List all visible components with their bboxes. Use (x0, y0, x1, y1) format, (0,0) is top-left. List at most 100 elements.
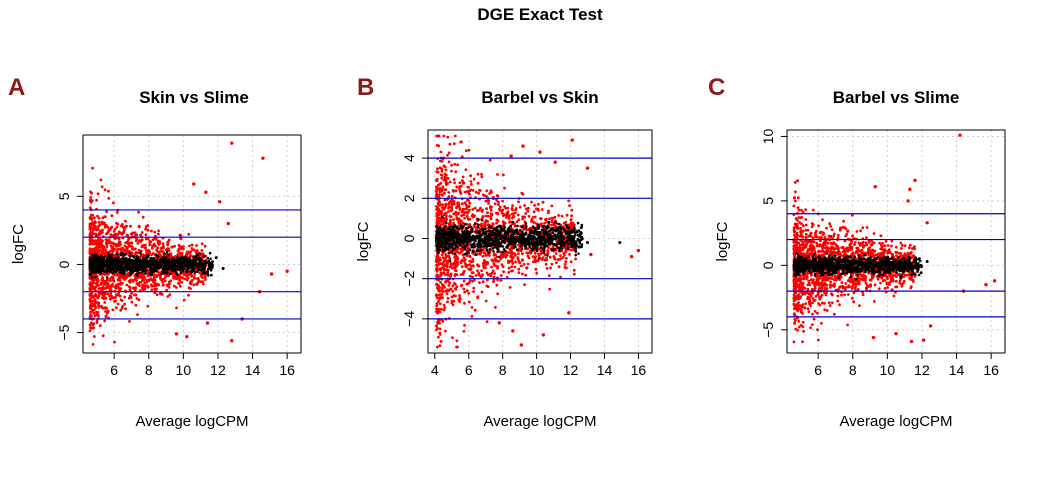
point-significant (93, 241, 97, 245)
point-significant (496, 292, 500, 296)
point-significant (195, 244, 199, 247)
point-significant (548, 255, 552, 259)
point-tail (209, 261, 213, 265)
point-nonsignificant (114, 266, 117, 270)
point-significant (136, 241, 140, 245)
point-significant (116, 293, 120, 297)
point-significant (188, 244, 191, 248)
point-nonsignificant (137, 271, 141, 275)
point-significant (95, 310, 98, 314)
point-significant (435, 212, 439, 215)
point-nonsignificant (105, 267, 108, 270)
point-significant (447, 210, 450, 213)
point-significant (442, 261, 445, 265)
point-significant (147, 279, 151, 283)
point-significant (182, 273, 186, 276)
point-significant (439, 273, 443, 277)
point-significant (119, 298, 123, 302)
point-significant (459, 261, 463, 265)
point-significant (524, 212, 528, 215)
point-significant (97, 220, 101, 224)
point-significant (115, 225, 119, 229)
point-significant (99, 223, 102, 226)
point-nonsignificant (206, 270, 209, 274)
point-significant (439, 302, 442, 306)
point-significant (96, 234, 99, 238)
point-nonsignificant (89, 260, 92, 264)
point-significant (445, 292, 449, 295)
point-significant (470, 306, 474, 309)
point-significant (505, 216, 508, 219)
point-significant (446, 153, 449, 157)
point-significant (150, 288, 154, 292)
point-nonsignificant (574, 248, 577, 252)
point-significant (169, 254, 173, 258)
point-significant (166, 295, 170, 298)
point-significant (456, 212, 460, 216)
point-significant (550, 223, 553, 227)
point-significant (458, 205, 461, 209)
point-significant (437, 288, 440, 291)
point-outlier (230, 339, 234, 343)
point-significant (100, 304, 103, 308)
point-significant (96, 227, 100, 231)
point-significant (152, 276, 156, 279)
point-significant (127, 279, 131, 283)
point-significant (456, 201, 459, 205)
point-significant (499, 274, 503, 277)
point-significant (569, 260, 573, 264)
point-significant (563, 266, 567, 269)
point-significant (152, 284, 156, 288)
scatter-points (88, 141, 289, 346)
point-significant (526, 262, 530, 266)
point-significant (477, 191, 480, 195)
point-nonsignificant (203, 262, 207, 266)
point-nonsignificant (115, 261, 118, 265)
point-significant (88, 206, 92, 210)
point-significant (479, 206, 482, 210)
point-significant (91, 281, 94, 284)
point-significant (560, 214, 564, 218)
point-significant (200, 242, 204, 246)
point-significant (439, 281, 442, 284)
point-significant (522, 262, 526, 266)
point-significant (195, 282, 198, 286)
point-significant (151, 279, 155, 283)
point-nonsignificant (128, 252, 132, 255)
point-significant (519, 264, 523, 268)
point-significant (453, 162, 457, 166)
point-significant (463, 201, 467, 205)
y-tick-label: −5 (56, 324, 72, 340)
point-nonsignificant (110, 254, 113, 258)
point-significant (444, 329, 447, 333)
point-significant (572, 268, 576, 272)
point-significant (117, 237, 121, 241)
point-nonsignificant (437, 251, 440, 255)
point-significant (504, 206, 508, 210)
point-significant (104, 310, 107, 313)
point-significant (146, 285, 150, 289)
point-significant (438, 331, 442, 335)
point-nonsignificant (94, 266, 98, 270)
point-significant (440, 193, 444, 197)
point-significant (478, 189, 482, 192)
point-significant (436, 345, 439, 349)
point-nonsignificant (195, 257, 198, 260)
point-nonsignificant (467, 226, 470, 229)
point-significant (442, 134, 446, 138)
point-nonsignificant (174, 259, 178, 263)
point-significant (97, 287, 101, 291)
point-significant (569, 222, 572, 226)
point-significant (135, 279, 138, 282)
scatter-points (435, 134, 641, 349)
point-significant (155, 293, 159, 297)
grid (83, 135, 301, 353)
point-nonsignificant (143, 258, 146, 262)
point-significant (90, 326, 94, 329)
point-significant (104, 242, 108, 246)
point-significant (459, 184, 463, 188)
point-significant (462, 279, 466, 283)
point-significant (116, 244, 119, 248)
point-significant (513, 211, 517, 215)
point-significant (472, 286, 476, 290)
